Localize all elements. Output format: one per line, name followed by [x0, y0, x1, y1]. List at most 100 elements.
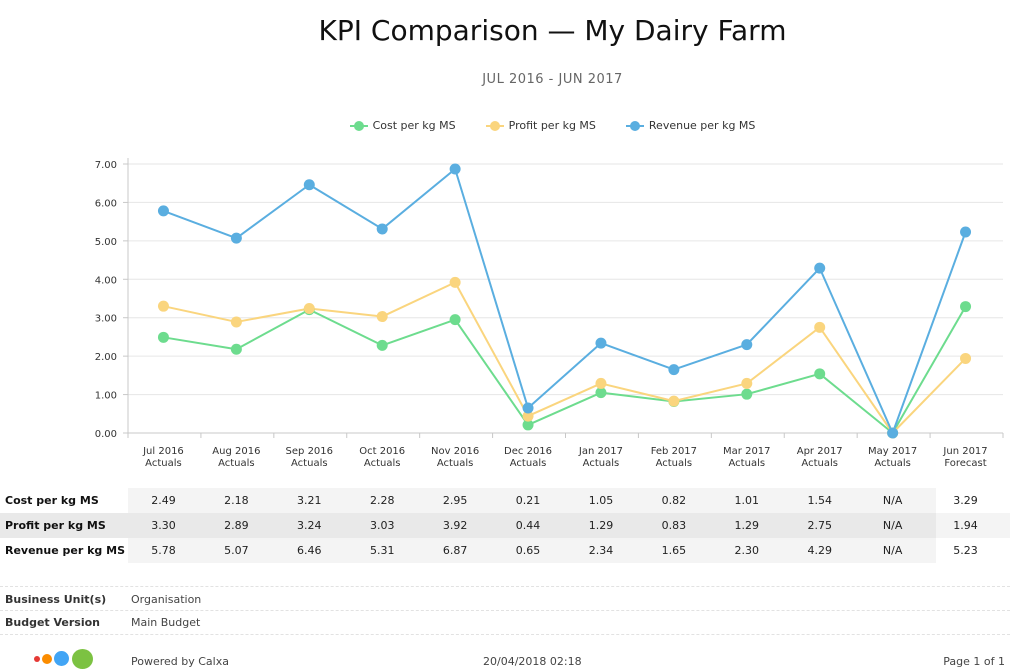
table-cell: 1.01 — [734, 494, 760, 507]
budget-version-value: Main Budget — [131, 616, 201, 629]
budget-version-label: Budget Version — [5, 616, 101, 629]
table-cell: 2.89 — [224, 519, 249, 532]
data-point — [449, 163, 461, 175]
table-cell: 1.29 — [734, 519, 760, 532]
table-cell: 2.18 — [224, 494, 249, 507]
y-tick-label: 5.00 — [95, 237, 117, 248]
legend-marker-icon — [485, 120, 504, 132]
table-cell: 1.29 — [588, 519, 614, 532]
legend-label: Profit per kg MS — [508, 119, 596, 132]
x-tick-sublabel: Actuals — [510, 458, 547, 469]
table-cell: 2.49 — [151, 494, 176, 507]
series-line-0 — [163, 306, 967, 434]
data-point — [887, 427, 899, 439]
data-point — [741, 339, 753, 351]
data-point — [376, 223, 388, 235]
x-tick-label: Jun 2017 — [942, 446, 987, 457]
x-tick-sublabel: Actuals — [801, 458, 838, 469]
table-cell: 5.23 — [953, 544, 978, 557]
x-tick-label: Jul 2016 — [142, 446, 184, 457]
table-cell: 5.78 — [151, 544, 176, 557]
row-label: Profit per kg MS — [5, 519, 106, 532]
table-cell: 5.07 — [224, 544, 249, 557]
table-cell: 1.05 — [588, 494, 614, 507]
data-point — [960, 226, 972, 238]
legend-item-revenue[interactable]: Revenue per kg MS — [625, 119, 756, 132]
x-tick-label: May 2017 — [868, 446, 917, 457]
table-cell: 3.30 — [151, 519, 176, 532]
table-cell: 3.21 — [297, 494, 322, 507]
x-tick-sublabel: Actuals — [729, 458, 766, 469]
x-tick-sublabel: Forecast — [944, 458, 986, 469]
table-cell: 4.29 — [807, 544, 832, 557]
data-point — [157, 331, 169, 343]
divider — [0, 634, 1010, 635]
y-tick-label: 7.00 — [95, 160, 117, 171]
data-point — [522, 410, 534, 422]
x-tick-sublabel: Actuals — [437, 458, 474, 469]
x-tick-sublabel: Actuals — [145, 458, 182, 469]
data-point — [522, 402, 534, 414]
table-cell: N/A — [882, 519, 903, 532]
y-tick-label: 1.00 — [95, 391, 117, 402]
table-cell: 1.65 — [661, 544, 687, 557]
divider — [0, 586, 1010, 587]
data-point — [668, 395, 680, 407]
legend-marker-icon — [349, 120, 368, 132]
data-point — [303, 302, 315, 314]
x-tick-label: Feb 2017 — [651, 446, 697, 457]
divider — [0, 610, 1010, 611]
data-point — [668, 364, 680, 376]
table-cell: 0.65 — [515, 544, 541, 557]
table-cell: 3.92 — [442, 519, 468, 532]
data-point — [376, 311, 388, 323]
table-cell: 5.31 — [369, 544, 395, 557]
y-tick-label: 3.00 — [95, 314, 117, 325]
data-point — [741, 377, 753, 389]
table-cell: 2.30 — [734, 544, 760, 557]
data-point — [960, 301, 972, 313]
y-tick-label: 0.00 — [95, 429, 117, 440]
table-row-cost: Cost per kg MS 2.49 2.18 3.21 2.28 2.95 0.21 1… — [0, 488, 1010, 513]
print-date: 20/04/2018 02:18 — [483, 655, 582, 668]
chart-legend: Cost per kg MS Profit per kg MS Revenue … — [0, 119, 1010, 132]
data-point — [522, 419, 534, 431]
table-cell: 3.24 — [297, 519, 322, 532]
data-point — [449, 276, 461, 288]
table-cell: 0.44 — [515, 519, 541, 532]
table-cell: N/A — [882, 544, 903, 557]
x-tick-label: Aug 2016 — [212, 446, 260, 457]
x-tick-sublabel: Actuals — [583, 458, 620, 469]
x-tick-label: Jan 2017 — [578, 446, 623, 457]
series-line-1 — [163, 281, 967, 434]
table-row-profit: Profit per kg MS 3.30 2.89 3.24 3.03 3.92 0.4… — [0, 513, 1010, 538]
y-tick-label: 4.00 — [95, 275, 117, 286]
x-tick-sublabel: Actuals — [874, 458, 911, 469]
legend-label: Cost per kg MS — [372, 119, 456, 132]
data-point — [230, 316, 242, 328]
calxa-logo-icon — [34, 649, 98, 669]
table-cell: 1.54 — [807, 494, 832, 507]
legend-item-profit[interactable]: Profit per kg MS — [485, 119, 596, 132]
line-chart: 0.00 1.00 2.00 3.00 4.00 5.00 6.00 7.00 Jul 2016… — [95, 158, 1004, 469]
row-label: Revenue per kg MS — [5, 544, 125, 557]
data-point — [449, 314, 461, 326]
x-tick-label: Oct 2016 — [359, 446, 405, 457]
series-line-2 — [163, 167, 967, 434]
table-cell: 3.03 — [369, 519, 395, 532]
data-point — [595, 337, 607, 349]
table-cell: 0.21 — [515, 494, 541, 507]
x-tick-label: Dec 2016 — [504, 446, 552, 457]
business-unit-label: Business Unit(s) — [5, 593, 107, 606]
table-cell: 2.28 — [369, 494, 395, 507]
legend-item-cost[interactable]: Cost per kg MS — [349, 119, 456, 132]
data-point — [376, 339, 388, 351]
data-point — [230, 343, 242, 355]
legend-label: Revenue per kg MS — [648, 119, 756, 132]
table-row-revenue: Revenue per kg MS 5.78 5.07 6.46 5.31 6.87 0.… — [0, 538, 1010, 563]
data-point — [814, 321, 826, 333]
table-cell: 2.95 — [442, 494, 468, 507]
table-cell: 6.46 — [297, 544, 322, 557]
data-point — [960, 352, 972, 364]
data-point — [595, 387, 607, 399]
